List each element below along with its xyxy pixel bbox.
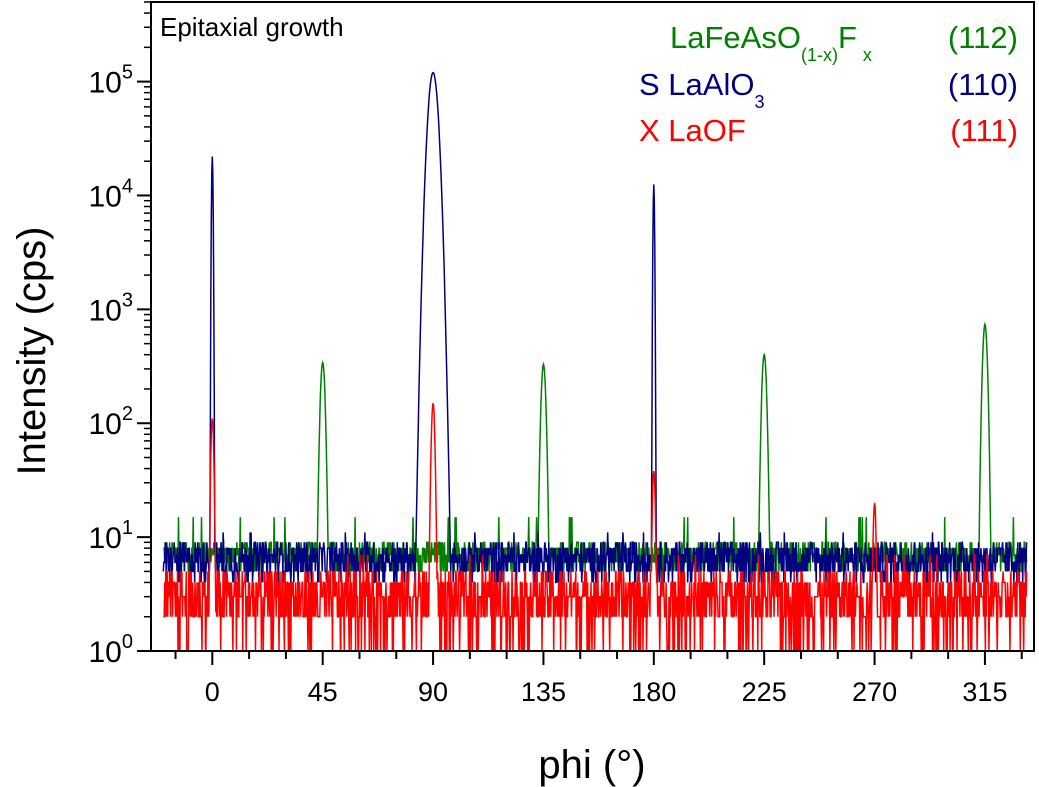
legend-entry-hkl: (112) xyxy=(948,20,1018,55)
y-tick-label: 102 xyxy=(89,403,134,441)
y-tick-label: 101 xyxy=(89,517,134,555)
legend-entry-hkl: (110) xyxy=(948,67,1018,102)
legend: LaFeAsO(1-x)F x (112) S LaAlO3 (110) X LaOF (1… xyxy=(639,20,1018,148)
x-axis-label: phi (°) xyxy=(538,743,645,787)
axes-layer: 0 45 90 135 180 225 270 315 100 101 102 103 104 105 xyxy=(89,1,1023,707)
legend-entry-label: X LaOF xyxy=(639,113,746,148)
x-tick-label: 180 xyxy=(631,677,676,707)
annotation-text: Epitaxial growth xyxy=(160,12,344,42)
x-tick-label: 90 xyxy=(418,677,448,707)
y-tick-label: 100 xyxy=(89,631,134,669)
series-layer xyxy=(162,71,1028,652)
x-tick-label: 315 xyxy=(962,677,1007,707)
legend-entry-hkl: (111) xyxy=(950,113,1018,148)
x-tick-label: 45 xyxy=(308,677,338,707)
y-tick-label: 103 xyxy=(89,289,134,327)
y-tick-label: 105 xyxy=(89,62,134,100)
x-tick-label: 225 xyxy=(742,677,787,707)
y-tick-label: 104 xyxy=(89,175,134,213)
series-line-1 xyxy=(163,321,1028,573)
y-axis-label: Intensity (cps) xyxy=(10,227,54,476)
x-tick-label: 0 xyxy=(205,677,220,707)
series-line-3 xyxy=(163,403,1028,652)
legend-entry-label: LaFeAsO(1-x)F x xyxy=(670,20,872,65)
legend-entry-label: S LaAlO3 xyxy=(639,67,764,112)
x-tick-label: 270 xyxy=(852,677,897,707)
series-line-2 xyxy=(162,71,1028,584)
x-tick-label: 135 xyxy=(521,677,566,707)
